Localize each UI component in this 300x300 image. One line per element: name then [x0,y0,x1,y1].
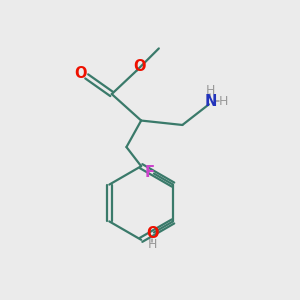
Text: O: O [134,58,146,74]
Text: N: N [204,94,217,109]
Text: H: H [148,238,157,251]
Text: O: O [74,66,86,81]
Text: H: H [206,84,215,97]
Text: O: O [146,226,159,242]
Text: F: F [145,165,154,180]
Text: H: H [219,95,228,108]
